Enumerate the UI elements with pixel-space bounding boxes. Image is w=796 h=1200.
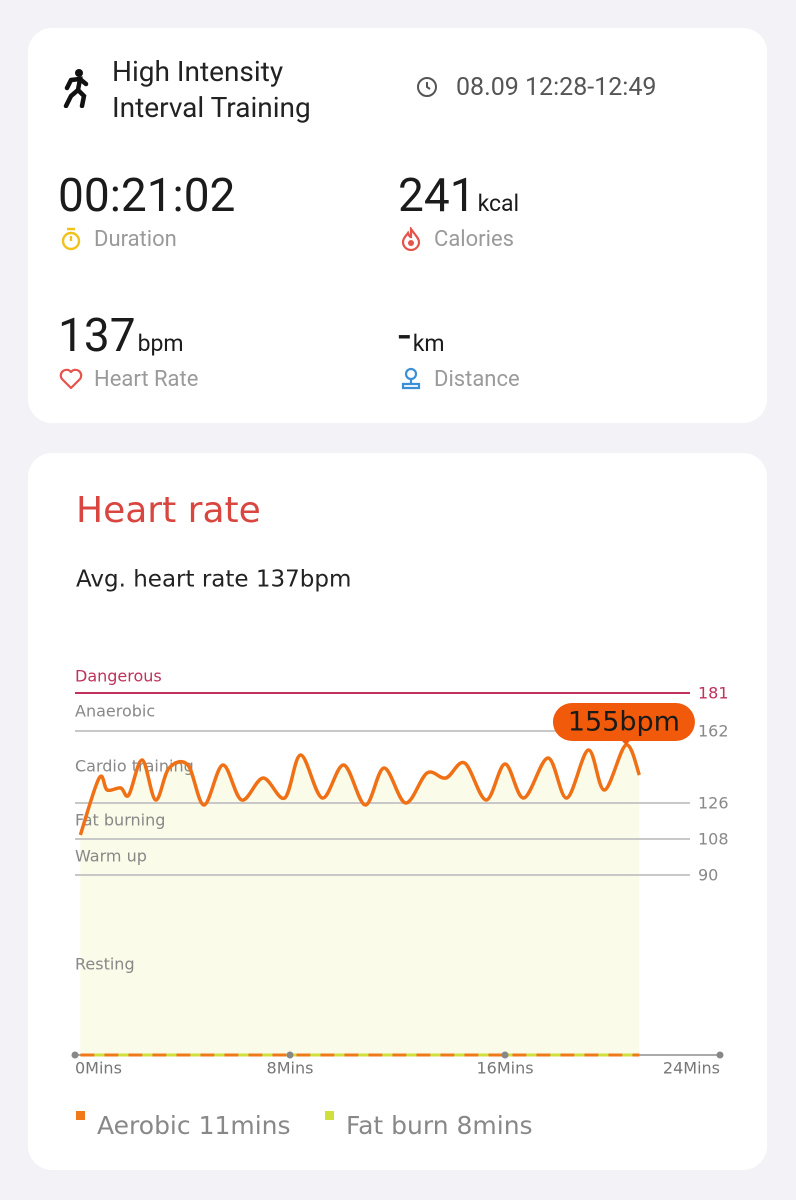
zone-label: Cardio training (75, 757, 194, 776)
zone-label: Warm up (75, 847, 147, 866)
chart-title: Heart rate (76, 490, 261, 531)
workout-time: 08.09 12:28-12:49 (456, 73, 657, 102)
clock-icon (417, 77, 437, 97)
x-tick (71, 1051, 79, 1059)
workout-title: High Intensity (112, 55, 284, 88)
chart-subtitle: Avg. heart rate 137bpm (76, 567, 351, 593)
duration-icon (61, 227, 81, 251)
legend-swatch (325, 1111, 334, 1120)
callout-label: 155bpm (568, 707, 680, 738)
zone-label: Fat burning (75, 811, 165, 830)
x-tick-label: 0Mins (75, 1059, 122, 1078)
x-tick (716, 1051, 724, 1059)
stat-unit: bpm (137, 330, 184, 357)
stat-unit: kcal (477, 190, 520, 217)
x-tick-label: 16Mins (476, 1059, 533, 1078)
plot-background (80, 744, 640, 1055)
stat-value: 00:21:02 (58, 170, 235, 222)
zone-label: Anaerobic (75, 702, 155, 721)
y-tick-label: 90 (698, 866, 718, 885)
heart-icon (59, 368, 83, 390)
x-tick-label: 24Mins (663, 1059, 720, 1078)
zone-label: Dangerous (75, 667, 162, 686)
x-tick-label: 8Mins (267, 1059, 314, 1078)
distance-icon (401, 367, 421, 390)
stat-value: 137bpm (58, 310, 184, 370)
stat-label: Duration (94, 227, 177, 252)
stat-unit: km (412, 330, 445, 357)
legend-label: Fat burn 8mins (346, 1111, 533, 1140)
heart-rate-chart: Heart rate Avg. heart rate 137bpm 90 108 1… (71, 490, 729, 1140)
workout-title: Interval Training (112, 91, 311, 124)
stat-number: 137 (58, 309, 136, 363)
stat-value: -km (398, 310, 445, 370)
zone-label: Resting (75, 955, 135, 974)
stat-number: 00:21:02 (58, 169, 236, 223)
stat-number: - (398, 309, 411, 363)
x-tick (286, 1051, 294, 1059)
calories-icon (401, 227, 421, 251)
y-tick-label: 162 (698, 722, 729, 741)
heart-rate-area (80, 744, 640, 1055)
legend-swatch (76, 1111, 85, 1120)
legend-label: Aerobic 11mins (97, 1111, 291, 1140)
stat-number: 241 (398, 169, 476, 223)
callout-box (552, 703, 695, 741)
heart-rate-line (78, 743, 642, 836)
summary-card: High Intensity Interval Training 08.09 1… (28, 28, 767, 423)
y-tick-label: 181 (698, 684, 729, 703)
y-tick-label: 126 (698, 794, 729, 813)
stat-label: Calories (434, 227, 515, 252)
x-tick (501, 1051, 509, 1059)
y-tick-label: 108 (698, 830, 729, 849)
stat-value: 241kcal (398, 170, 519, 230)
stat-label: Heart Rate (94, 367, 199, 392)
stat-label: Distance (434, 367, 520, 392)
workout-icon (63, 69, 89, 108)
